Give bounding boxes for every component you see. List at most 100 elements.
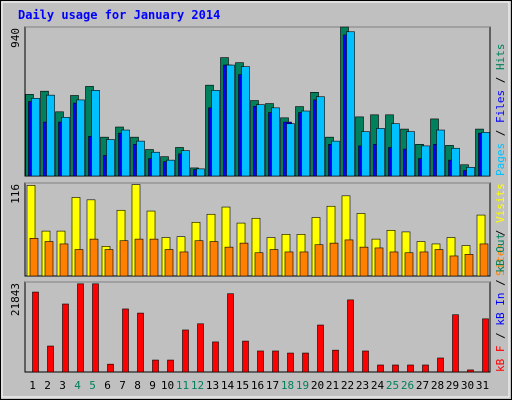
bar xyxy=(92,283,99,373)
x-tick-label: 6 xyxy=(104,379,111,392)
bar xyxy=(317,324,324,373)
bar xyxy=(256,104,265,177)
bar xyxy=(421,145,430,177)
bar xyxy=(272,350,279,373)
x-tick-label: 21 xyxy=(326,379,339,392)
bar xyxy=(122,308,129,373)
bar xyxy=(361,131,370,177)
x-tick-label: 23 xyxy=(356,379,369,392)
bar xyxy=(121,129,130,177)
bar xyxy=(452,314,459,373)
bar xyxy=(46,94,55,177)
bar xyxy=(482,318,489,373)
bar xyxy=(269,249,279,277)
legend-separator: / xyxy=(494,123,507,143)
legend-entry: kB Out xyxy=(494,233,507,273)
x-tick-label: 29 xyxy=(446,379,459,392)
bar xyxy=(271,107,280,177)
x-tick-label: 27 xyxy=(416,379,429,392)
x-tick-label: 14 xyxy=(221,379,235,392)
bar xyxy=(406,131,415,177)
bar xyxy=(47,345,54,373)
bar xyxy=(242,340,249,373)
bar xyxy=(32,291,39,373)
bar xyxy=(362,350,369,373)
x-tick-label: 20 xyxy=(311,379,324,392)
bar xyxy=(404,252,414,277)
bar xyxy=(31,98,40,177)
bar xyxy=(59,243,69,277)
bar xyxy=(347,299,354,373)
x-tick-label: 31 xyxy=(476,379,489,392)
bar xyxy=(74,249,84,277)
bar xyxy=(62,303,69,373)
x-tick-label: 10 xyxy=(161,379,174,392)
bar xyxy=(44,241,54,277)
x-tick-label: 15 xyxy=(236,379,249,392)
bar xyxy=(197,323,204,373)
x-tick-label: 25 xyxy=(386,379,399,392)
bar xyxy=(481,132,490,177)
legend-separator: / xyxy=(494,70,507,90)
legend: Sites / Visits xyxy=(494,183,507,276)
x-tick-label: 11 xyxy=(176,379,189,392)
x-tick-label: 18 xyxy=(281,379,294,392)
bar xyxy=(467,369,474,373)
inner-border xyxy=(1,1,510,398)
bar xyxy=(437,357,444,373)
bar xyxy=(61,117,70,177)
bar xyxy=(209,241,219,277)
bar xyxy=(196,168,205,177)
bar xyxy=(377,364,384,373)
bar xyxy=(287,352,294,373)
bar xyxy=(179,251,189,277)
bar xyxy=(391,123,400,177)
bar xyxy=(137,312,144,373)
bar xyxy=(212,341,219,373)
bar xyxy=(194,240,204,277)
bar xyxy=(239,242,249,277)
legend-entry: kB F xyxy=(494,346,507,373)
legend-entry: Files xyxy=(494,90,507,123)
y-tick-label: 116 xyxy=(9,184,22,204)
bar xyxy=(152,359,159,373)
bar xyxy=(76,99,85,177)
bar xyxy=(316,96,325,177)
bar xyxy=(451,147,460,177)
bar xyxy=(407,364,414,373)
bar xyxy=(134,238,144,277)
x-tick-label: 3 xyxy=(59,379,66,392)
bar xyxy=(329,242,339,277)
legend-separator: / xyxy=(494,273,507,293)
bar xyxy=(91,90,100,177)
x-tick-label: 22 xyxy=(341,379,354,392)
bar xyxy=(359,246,369,277)
bar xyxy=(449,255,459,277)
bar xyxy=(224,246,234,277)
x-tick-label: 13 xyxy=(206,379,219,392)
bar xyxy=(104,249,114,277)
bar xyxy=(136,140,145,177)
y-tick-label: 21843 xyxy=(9,283,22,316)
bar xyxy=(107,363,114,373)
legend: kB F / kB In / kB Out xyxy=(494,233,507,372)
bar xyxy=(302,352,309,373)
bar xyxy=(346,31,355,177)
x-tick-label: 9 xyxy=(149,379,156,392)
bar xyxy=(479,243,489,277)
bar xyxy=(332,349,339,373)
bar xyxy=(181,150,190,177)
legend-entry: Sites xyxy=(494,243,507,276)
y-tick-label: 940 xyxy=(9,28,22,48)
bar xyxy=(89,238,99,277)
bar xyxy=(464,254,474,277)
bar xyxy=(226,64,235,177)
bar xyxy=(374,247,384,277)
x-tick-label: 8 xyxy=(134,379,141,392)
bar xyxy=(151,151,160,177)
x-tick-label: 28 xyxy=(431,379,444,392)
bar xyxy=(301,110,310,177)
bar xyxy=(389,251,399,277)
legend-entry: Visits xyxy=(494,183,507,223)
